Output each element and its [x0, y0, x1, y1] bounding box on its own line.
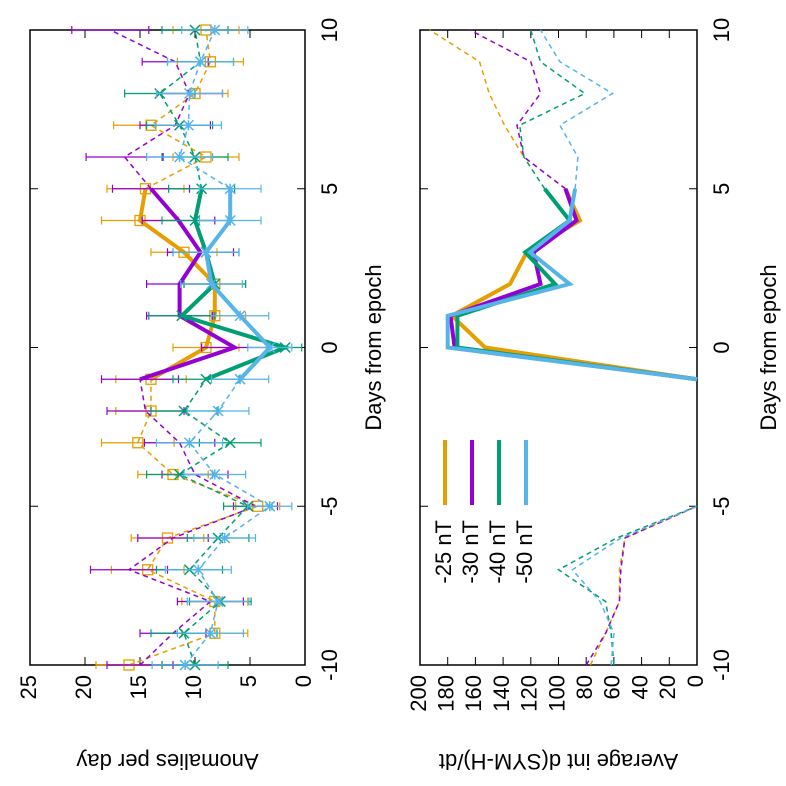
panel: -10-50510020406080100120140160180200Days…: [406, 18, 781, 774]
marker: [183, 87, 196, 100]
y-tick-label: 10: [181, 675, 206, 699]
marker: [174, 151, 186, 163]
series-line: [571, 505, 698, 666]
marker: [204, 627, 216, 639]
marker: [219, 532, 231, 544]
series-line: [445, 188, 698, 382]
x-tick-label: -10: [317, 649, 342, 681]
series-line: [178, 29, 231, 190]
series-line: [585, 505, 698, 666]
y-tick-label: 120: [517, 675, 542, 712]
series-line: [518, 29, 587, 190]
x-tick-label: 10: [317, 18, 342, 42]
series-line: [128, 379, 260, 666]
series-line: [145, 29, 212, 190]
marker: [212, 405, 224, 417]
x-tick-label: 10: [709, 18, 734, 42]
series-line: [178, 378, 250, 666]
y-tick-label: 140: [489, 675, 514, 712]
x-axis-label: Days from epoch: [756, 264, 781, 430]
marker: [182, 119, 194, 131]
marker: [132, 437, 144, 449]
marker: [264, 500, 276, 512]
x-tick-label: 0: [317, 341, 342, 353]
x-tick-label: 5: [709, 183, 734, 195]
y-tick-label: 20: [655, 675, 680, 699]
legend-label: -30 nT: [458, 520, 483, 584]
series-line: [469, 29, 566, 190]
x-tick-label: -5: [709, 496, 734, 516]
x-tick-label: -10: [709, 649, 734, 681]
series-line: [109, 29, 191, 190]
marker: [234, 310, 246, 322]
marker: [224, 214, 236, 227]
marker: [200, 246, 212, 258]
series-line: [448, 187, 698, 382]
y-tick-label: 180: [434, 675, 459, 712]
y-tick-label: 100: [544, 675, 569, 712]
y-tick-label: 25: [16, 675, 41, 699]
marker: [183, 437, 196, 449]
series-line: [539, 29, 614, 189]
y-tick-label: 200: [406, 675, 431, 712]
series-line: [158, 29, 203, 189]
y-tick-label: 80: [572, 675, 597, 699]
marker: [179, 659, 191, 671]
marker: [189, 214, 201, 227]
series-line: [184, 378, 272, 666]
y-axis-label: Average int d(SYM-H)/dt: [439, 749, 678, 774]
legend-label: -50 nT: [512, 520, 537, 584]
marker: [176, 310, 188, 322]
y-tick-label: 0: [291, 675, 316, 687]
series-line: [429, 29, 566, 190]
marker: [234, 373, 246, 385]
marker: [212, 595, 224, 608]
y-axis-label: Anomalies per day: [76, 749, 258, 774]
x-tick-label: 0: [709, 341, 734, 353]
x-tick-label: 5: [317, 183, 342, 195]
y-tick-label: 15: [126, 675, 151, 699]
y-tick-label: 20: [71, 675, 96, 699]
y-tick-label: 160: [461, 675, 486, 712]
legend-label: -25 nT: [431, 520, 456, 584]
panel: -10 -5 0 5 10 0 5 10 15 20 25 Days from epoch Anomal…: [16, 18, 386, 774]
marker: [209, 24, 221, 36]
marker: [264, 341, 276, 354]
marker: [224, 437, 236, 449]
series-line: [127, 379, 258, 666]
y-tick-label: 40: [627, 675, 652, 699]
x-axis-label: Days from epoch: [361, 264, 386, 430]
marker: [192, 564, 204, 576]
x-tick-label: -5: [317, 496, 342, 516]
marker: [200, 373, 212, 385]
marker: [174, 468, 186, 481]
y-tick-label: 5: [236, 675, 261, 687]
marker: [194, 56, 207, 68]
y-tick-label: 0: [683, 675, 708, 687]
y-tick-label: 60: [600, 675, 625, 699]
marker: [205, 278, 218, 290]
series-line: [557, 505, 698, 666]
error-bar: [71, 26, 150, 34]
legend-label: -40 nT: [485, 520, 510, 584]
marker: [224, 183, 236, 195]
marker: [209, 468, 221, 481]
